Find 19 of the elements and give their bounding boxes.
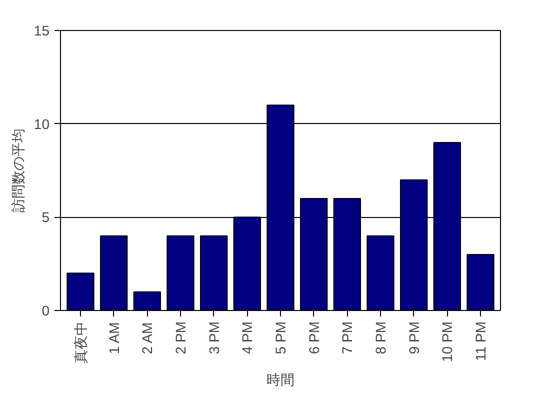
x-tick-label: 9 PM — [406, 321, 422, 354]
x-tick-label: 真夜中 — [72, 322, 88, 364]
x-tick-label: 11 PM — [472, 321, 488, 361]
x-axis-title: 時間 — [266, 372, 294, 388]
x-tick-label: 7 PM — [339, 321, 356, 354]
y-tick-label: 10 — [34, 116, 50, 132]
y-tick-label: 15 — [34, 22, 50, 38]
y-axis-title: 訪問数の平均 — [10, 128, 26, 212]
x-tick-label: 3 PM — [206, 321, 222, 354]
x-tick-label: 8 PM — [372, 321, 388, 354]
x-tick-label: 2 PM — [172, 321, 188, 354]
x-tick-label: 5 PM — [272, 321, 288, 354]
x-tick-label: 6 PM — [306, 321, 322, 354]
y-tick-label: 5 — [42, 209, 50, 226]
x-tick-label: 2 AM — [139, 322, 156, 354]
x-tick-label: 10 PM — [439, 321, 456, 362]
x-tick-label: 4 PM — [239, 321, 256, 354]
y-tick-label: 0 — [42, 302, 50, 318]
x-tick-label: 1 AM — [106, 322, 122, 354]
